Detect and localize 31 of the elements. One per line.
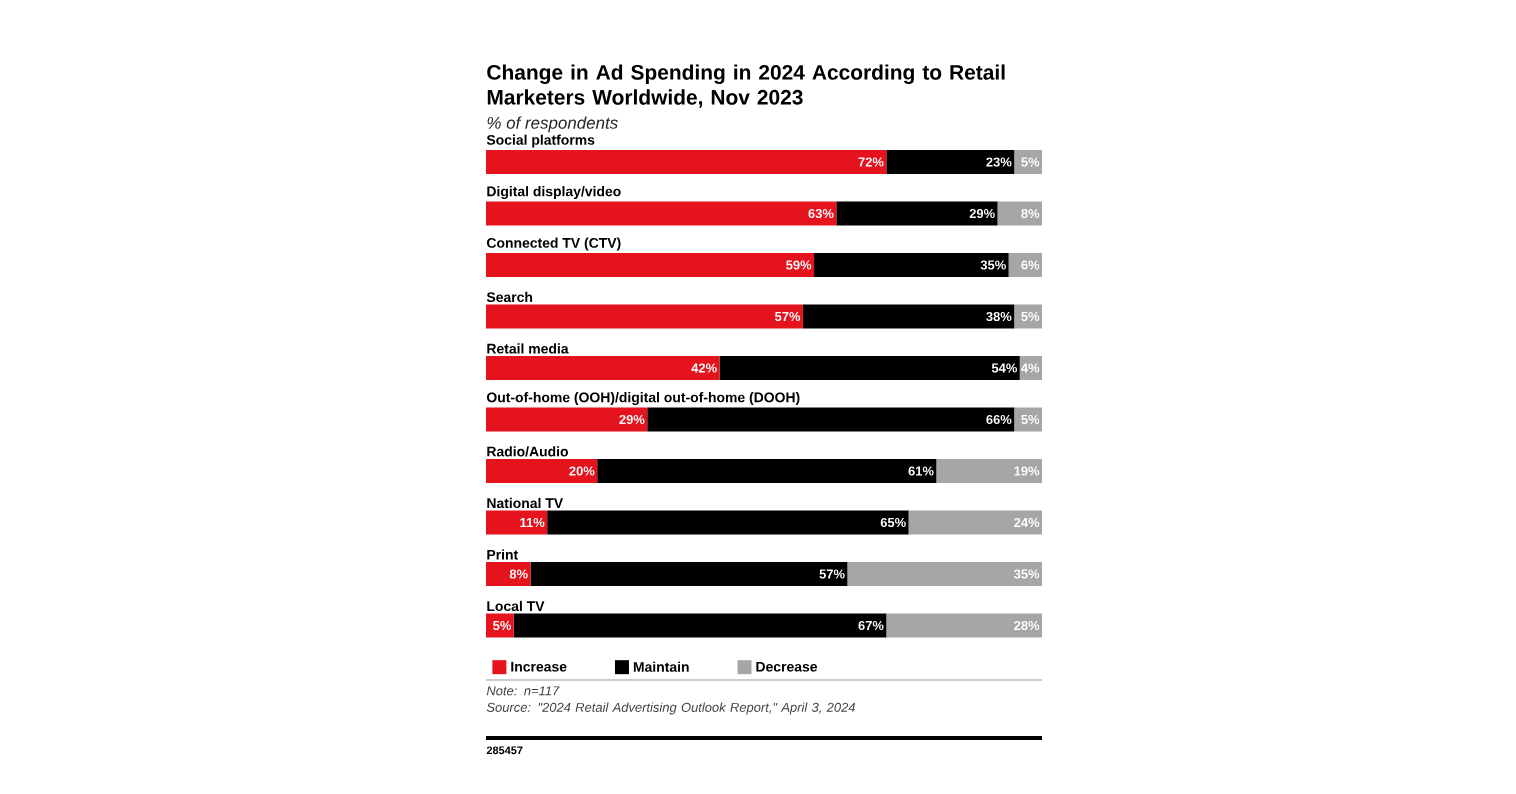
bar: [886, 149, 1015, 174]
bar: [719, 356, 1020, 380]
bar: [513, 613, 887, 638]
bar: [486, 613, 514, 638]
bar: [486, 459, 598, 483]
bar: [1014, 407, 1043, 432]
bar: [486, 252, 815, 277]
bar: [836, 201, 998, 226]
bar: [997, 201, 1043, 226]
bar: [886, 613, 1043, 638]
bar: [486, 562, 531, 586]
bar: [486, 356, 720, 380]
bar: [486, 201, 837, 226]
bar: [1014, 149, 1043, 174]
bar: [847, 562, 1043, 586]
bar: [814, 252, 1009, 277]
bar: [936, 459, 1043, 483]
bar: [486, 149, 887, 174]
bar: [486, 304, 803, 329]
chart-subtitle: % of respondents: [487, 116, 618, 133]
bar: [802, 304, 1015, 329]
bar: [1008, 252, 1043, 277]
bar: [1014, 304, 1043, 329]
bar: [530, 562, 848, 586]
bar: [486, 407, 648, 432]
bar: [486, 510, 548, 535]
bar: [547, 510, 909, 535]
bar: [908, 510, 1043, 535]
bar: [597, 459, 937, 483]
bar: [647, 407, 1015, 432]
chart-title: Change in Ad Spending in 2024 According to Retail Marketers Worldwide, Nov 2023: [487, 64, 1005, 108]
